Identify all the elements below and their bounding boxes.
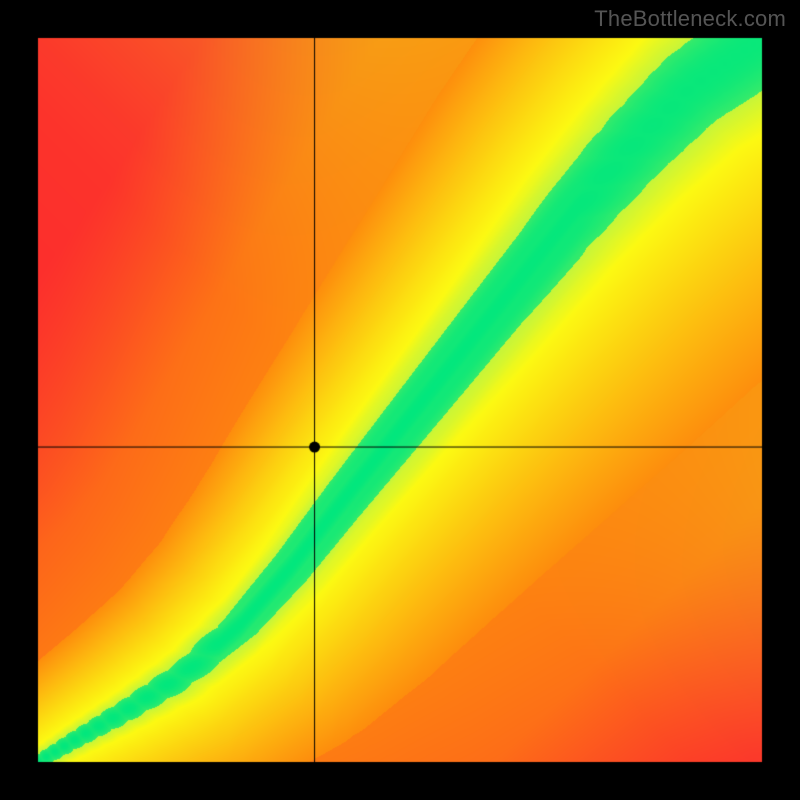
watermark-label: TheBottleneck.com xyxy=(594,6,786,32)
chart-container: TheBottleneck.com xyxy=(0,0,800,800)
bottleneck-heatmap-canvas xyxy=(0,0,800,800)
